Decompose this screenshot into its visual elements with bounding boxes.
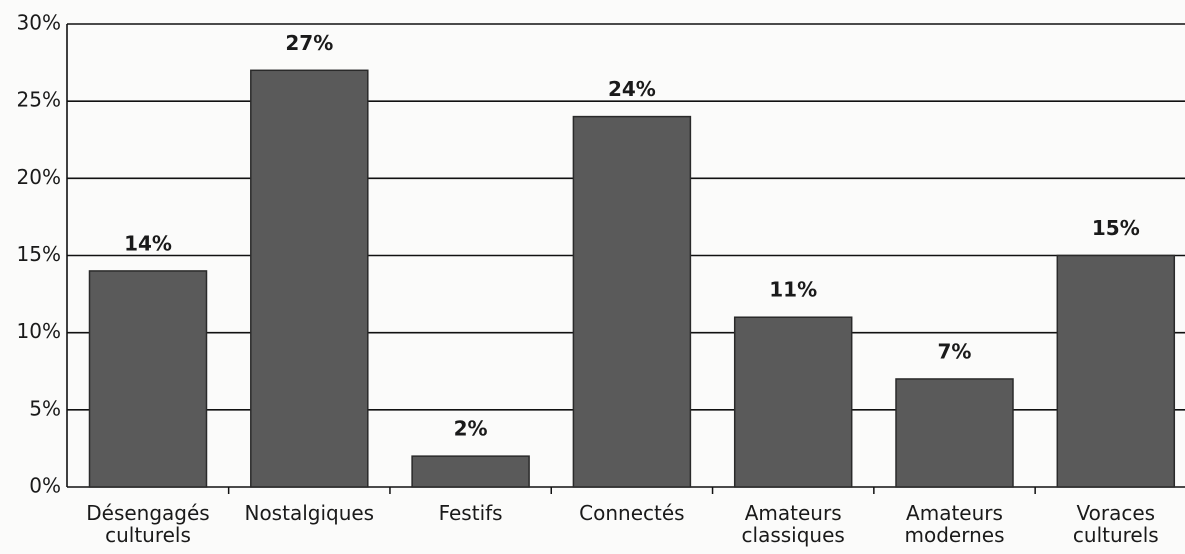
value-label: 7% (938, 339, 972, 363)
value-label: 2% (454, 417, 488, 441)
x-tick-label: Voraces culturels (1072, 501, 1159, 547)
value-label: 15% (1092, 216, 1140, 240)
bar (572, 115, 692, 488)
bar (88, 270, 208, 488)
value-label: 27% (285, 31, 333, 55)
value-label: 14% (124, 231, 172, 255)
y-tick-label: 10% (17, 319, 61, 343)
x-tick-label: Désengagés culturels (86, 501, 210, 547)
x-tick-label: Nostalgiques (244, 501, 375, 525)
bar (250, 69, 369, 488)
bar (1056, 254, 1176, 488)
y-tick-label: 0% (29, 474, 61, 498)
bar (411, 455, 530, 488)
value-label: 11% (769, 278, 817, 302)
y-tick-label: 20% (17, 165, 61, 189)
x-tick-label: Amateurs classiques (741, 501, 845, 547)
x-tick-label: Connectés (579, 501, 685, 525)
y-tick-label: 30% (17, 11, 61, 35)
y-tick-label: 25% (17, 88, 61, 112)
y-tick-label: 15% (17, 242, 61, 266)
bar (733, 316, 853, 488)
x-tick-label: Amateurs modernes (904, 501, 1005, 547)
x-tick-label: Festifs (438, 501, 503, 525)
y-tick-label: 5% (29, 396, 61, 420)
value-label: 24% (608, 77, 656, 101)
bar (895, 378, 1014, 488)
